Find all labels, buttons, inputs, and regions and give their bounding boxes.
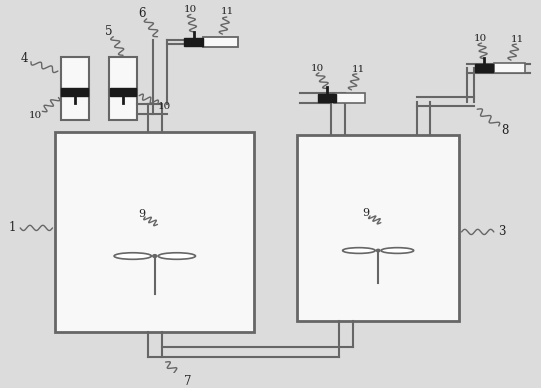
Text: 11: 11	[221, 7, 234, 16]
Text: 9: 9	[138, 210, 145, 219]
Bar	[334, 93, 365, 103]
Text: 8: 8	[502, 124, 509, 137]
Text: 11: 11	[351, 65, 365, 74]
Bar	[203, 37, 238, 47]
Bar	[55, 132, 254, 333]
Ellipse shape	[158, 253, 195, 259]
Circle shape	[153, 255, 157, 257]
Ellipse shape	[114, 253, 151, 259]
Text: 10: 10	[29, 111, 42, 120]
Text: 10: 10	[474, 34, 487, 43]
Ellipse shape	[342, 248, 375, 253]
Text: 11: 11	[511, 35, 524, 44]
Text: 9: 9	[363, 208, 370, 218]
Text: 5: 5	[105, 25, 113, 38]
Bar	[318, 94, 336, 102]
Bar	[109, 57, 137, 120]
Ellipse shape	[381, 248, 414, 253]
Text: 7: 7	[184, 375, 192, 388]
Text: 3: 3	[498, 225, 506, 239]
Bar	[476, 64, 493, 72]
Bar	[184, 38, 203, 47]
Bar	[298, 135, 459, 321]
Bar	[61, 88, 88, 96]
Text: 6: 6	[138, 7, 146, 20]
Bar	[494, 64, 525, 73]
Text: 4: 4	[20, 52, 28, 65]
Text: 10: 10	[311, 64, 324, 73]
Bar	[110, 88, 136, 96]
Text: 10: 10	[184, 5, 197, 14]
Circle shape	[377, 249, 380, 252]
Text: 10: 10	[158, 102, 171, 111]
Bar	[61, 57, 89, 120]
Text: 1: 1	[9, 222, 16, 234]
